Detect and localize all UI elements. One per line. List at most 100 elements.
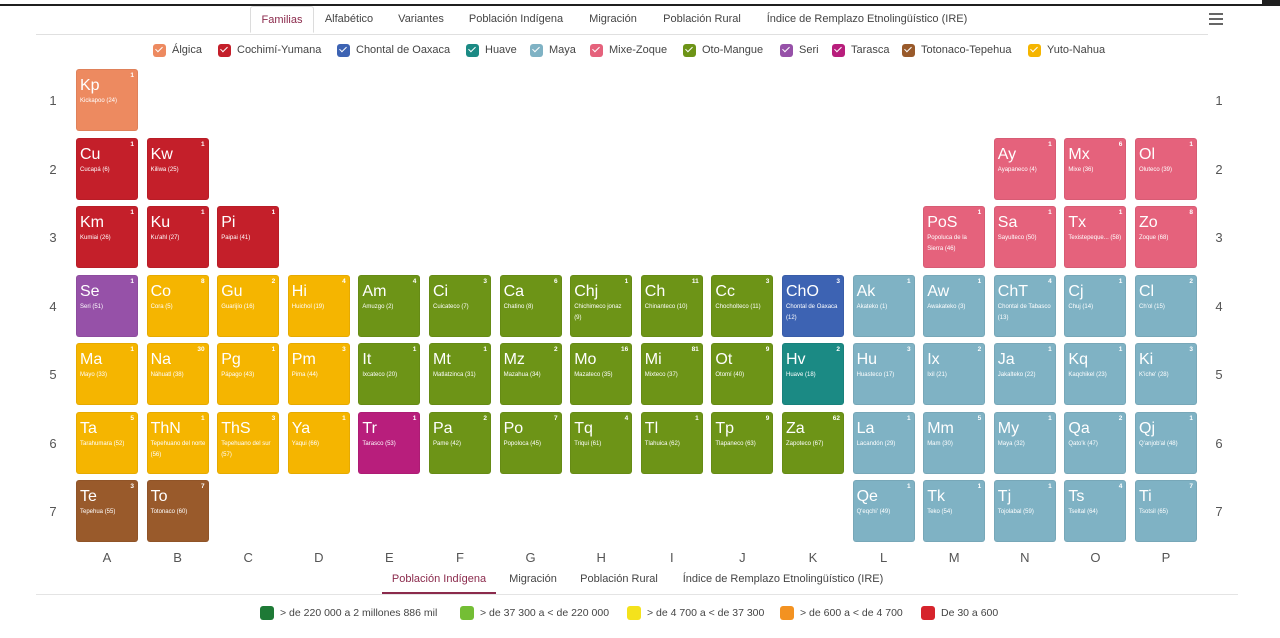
element-cell-ix[interactable]: Ix 2 Ixil (21) bbox=[923, 343, 986, 405]
checkbox-checked-icon[interactable] bbox=[832, 43, 845, 57]
element-cell-tj[interactable]: Tj 1 Tojolabal (59) bbox=[993, 480, 1056, 542]
element-cell-ts[interactable]: Ts 4 Tseltal (64) bbox=[1064, 480, 1127, 542]
element-cell-cu[interactable]: Cu 1 Cucapá (6) bbox=[76, 137, 138, 200]
element-cell-it[interactable]: It 1 Ixcateco (20) bbox=[358, 343, 421, 405]
element-cell-to[interactable]: To 7 Totonaco (60) bbox=[146, 480, 209, 542]
element-cell-te[interactable]: Te 3 Tepehua (55) bbox=[76, 480, 138, 542]
element-cell-ak[interactable]: Ak 1 Akateko (1) bbox=[852, 274, 915, 337]
element-cell-hu[interactable]: Hu 3 Huasteco (17) bbox=[852, 343, 915, 405]
bottom-tab-migracion[interactable]: Migración bbox=[509, 573, 557, 585]
element-cell-pos[interactable]: PoS 1 Popoluca de la Sierra (46) bbox=[923, 206, 986, 268]
element-cell-tp[interactable]: Tp 9 Tlapaneco (63) bbox=[711, 411, 774, 474]
bottom-tab-ire[interactable]: Índice de Remplazo Etnolingüístico (IRE) bbox=[682, 573, 884, 585]
tab-poblacion-rural[interactable]: Población Rural bbox=[663, 13, 741, 25]
element-cell-mi[interactable]: Mi 81 Mixteco (37) bbox=[640, 343, 703, 405]
element-cell-ma[interactable]: Ma 1 Mayo (33) bbox=[76, 343, 138, 405]
element-cell-cj[interactable]: Cj 1 Chuj (14) bbox=[1064, 274, 1127, 337]
element-cell-mo[interactable]: Mo 16 Mazateco (35) bbox=[570, 343, 633, 405]
element-cell-tk[interactable]: Tk 1 Teko (54) bbox=[923, 480, 986, 542]
element-cell-ch[interactable]: Ch 11 Chinanteco (10) bbox=[640, 274, 703, 337]
element-cell-pm[interactable]: Pm 3 Pima (44) bbox=[287, 343, 350, 405]
checkbox-checked-icon[interactable] bbox=[337, 43, 350, 57]
element-cell-qa[interactable]: Qa 2 Qato'k (47) bbox=[1064, 411, 1127, 474]
legend-item-huave[interactable]: Huave bbox=[466, 42, 517, 58]
tab-ire[interactable]: Índice de Remplazo Etnolingüístico (IRE) bbox=[766, 13, 968, 25]
legend-item-maya[interactable]: Maya bbox=[530, 42, 576, 58]
element-cell-na[interactable]: Na 30 Náhuatl (38) bbox=[146, 343, 209, 405]
legend-item-chontal-de-oaxaca[interactable]: Chontal de Oaxaca bbox=[337, 42, 450, 58]
element-cell-gu[interactable]: Gu 2 Guarijío (16) bbox=[217, 274, 280, 337]
element-cell-kw[interactable]: Kw 1 Kiliwa (25) bbox=[146, 137, 209, 200]
hamburger-menu-icon[interactable] bbox=[1209, 13, 1223, 25]
checkbox-checked-icon[interactable] bbox=[466, 43, 479, 57]
checkbox-checked-icon[interactable] bbox=[780, 43, 793, 57]
tab-alfabetico[interactable]: Alfabético bbox=[324, 13, 374, 25]
checkbox-checked-icon[interactable] bbox=[530, 43, 543, 57]
element-cell-aw[interactable]: Aw 1 Awakateko (3) bbox=[923, 274, 986, 337]
element-cell-po[interactable]: Po 7 Popoloca (45) bbox=[499, 411, 562, 474]
element-cell-kq[interactable]: Kq 1 Kaqchikel (23) bbox=[1064, 343, 1127, 405]
element-cell-cc[interactable]: Cc 3 Chocholteco (11) bbox=[711, 274, 774, 337]
element-cell-mz[interactable]: Mz 2 Mazahua (34) bbox=[499, 343, 562, 405]
element-cell-tq[interactable]: Tq 4 Triqui (61) bbox=[570, 411, 633, 474]
element-cell-sa[interactable]: Sa 1 Sayulteco (50) bbox=[993, 206, 1056, 268]
element-cell-co[interactable]: Co 8 Cora (5) bbox=[146, 274, 209, 337]
checkbox-checked-icon[interactable] bbox=[683, 43, 696, 57]
element-cell-ci[interactable]: Ci 3 Cuicateco (7) bbox=[429, 274, 491, 337]
legend-item-cochim-yumana[interactable]: Cochimí-Yumana bbox=[218, 42, 321, 58]
element-cell-tr[interactable]: Tr 1 Tarasco (53) bbox=[358, 411, 421, 474]
element-cell-ku[interactable]: Ku 1 Ku'ahl (27) bbox=[146, 206, 209, 268]
tab-poblacion-indigena[interactable]: Población Indígena bbox=[468, 13, 564, 25]
legend-item-yuto-nahua[interactable]: Yuto-Nahua bbox=[1028, 42, 1105, 58]
checkbox-checked-icon[interactable] bbox=[153, 43, 166, 57]
element-cell-thn[interactable]: ThN 1 Tepehuano del norte (56) bbox=[146, 411, 209, 474]
element-cell-cl[interactable]: Cl 2 Ch'ol (15) bbox=[1135, 274, 1197, 337]
legend-item-seri[interactable]: Seri bbox=[780, 42, 819, 58]
element-cell-ti[interactable]: Ti 7 Tsotsil (65) bbox=[1135, 480, 1197, 542]
bottom-tab-poblacion-rural[interactable]: Población Rural bbox=[580, 573, 658, 585]
element-cell-mx[interactable]: Mx 6 Mixe (36) bbox=[1064, 137, 1127, 200]
legend-item-totonaco-tepehua[interactable]: Totonaco-Tepehua bbox=[902, 42, 1012, 58]
element-cell-ki[interactable]: Ki 3 K'iche' (28) bbox=[1135, 343, 1197, 405]
element-cell-tx[interactable]: Tx 1 Texistepeque... (58) bbox=[1064, 206, 1127, 268]
element-cell-tl[interactable]: Tl 1 Tlahuica (62) bbox=[640, 411, 703, 474]
checkbox-checked-icon[interactable] bbox=[902, 43, 915, 57]
element-cell-ths[interactable]: ThS 3 Tepehuano del sur (57) bbox=[217, 411, 280, 474]
tab-variantes[interactable]: Variantes bbox=[398, 13, 444, 25]
element-cell-ol[interactable]: Ol 1 Oluteco (39) bbox=[1135, 137, 1197, 200]
element-cell-ya[interactable]: Ya 1 Yaqui (66) bbox=[287, 411, 350, 474]
element-cell-chj[interactable]: Chj 1 Chichimeco jonaz (9) bbox=[570, 274, 633, 337]
element-cell-my[interactable]: My 1 Maya (32) bbox=[993, 411, 1056, 474]
tab-migracion[interactable]: Migración bbox=[589, 13, 637, 25]
element-cell-kp[interactable]: Kp 1 Kickapoo (24) bbox=[76, 69, 138, 131]
element-cell-am[interactable]: Am 4 Amuzgo (2) bbox=[358, 274, 421, 337]
element-cell-qe[interactable]: Qe 1 Q'eqchi' (49) bbox=[852, 480, 915, 542]
bottom-tab-poblacion-indigena[interactable]: Población Indígena bbox=[382, 570, 496, 594]
checkbox-checked-icon[interactable] bbox=[218, 43, 231, 57]
element-cell-ay[interactable]: Ay 1 Ayapaneco (4) bbox=[993, 137, 1056, 200]
element-cell-pa[interactable]: Pa 2 Pame (42) bbox=[429, 411, 491, 474]
legend-item--lgica[interactable]: Álgica bbox=[153, 42, 202, 58]
legend-item-tarasca[interactable]: Tarasca bbox=[832, 42, 890, 58]
element-cell-se[interactable]: Se 1 Seri (51) bbox=[76, 274, 138, 337]
element-cell-mt[interactable]: Mt 1 Matlatzinca (31) bbox=[429, 343, 491, 405]
element-cell-ca[interactable]: Ca 6 Chatino (8) bbox=[499, 274, 562, 337]
tab-familias[interactable]: Familias bbox=[250, 6, 314, 33]
element-cell-ja[interactable]: Ja 1 Jakalteko (22) bbox=[993, 343, 1056, 405]
element-cell-la[interactable]: La 1 Lacandón (29) bbox=[852, 411, 915, 474]
element-cell-qj[interactable]: Qj 1 Q'anjob'al (48) bbox=[1135, 411, 1197, 474]
element-cell-cht[interactable]: ChT 4 Chontal de Tabasco (13) bbox=[993, 274, 1056, 337]
element-cell-hi[interactable]: Hi 4 Huichol (19) bbox=[287, 274, 350, 337]
legend-item-oto-mangue[interactable]: Oto-Mangue bbox=[683, 42, 763, 58]
element-cell-pg[interactable]: Pg 1 Pápago (43) bbox=[217, 343, 280, 405]
element-cell-mm[interactable]: Mm 5 Mam (30) bbox=[923, 411, 986, 474]
element-cell-km[interactable]: Km 1 Kumiai (26) bbox=[76, 206, 138, 268]
element-cell-ta[interactable]: Ta 5 Tarahumara (52) bbox=[76, 411, 138, 474]
element-cell-ot[interactable]: Ot 9 Otomí (40) bbox=[711, 343, 774, 405]
element-cell-cho[interactable]: ChO 3 Chontal de Oaxaca (12) bbox=[782, 274, 844, 337]
checkbox-checked-icon[interactable] bbox=[590, 43, 603, 57]
checkbox-checked-icon[interactable] bbox=[1028, 43, 1041, 57]
element-cell-zo[interactable]: Zo 8 Zoque (68) bbox=[1135, 206, 1197, 268]
element-cell-pi[interactable]: Pi 1 Paipai (41) bbox=[217, 206, 280, 268]
legend-item-mixe-zoque[interactable]: Mixe-Zoque bbox=[590, 42, 667, 58]
